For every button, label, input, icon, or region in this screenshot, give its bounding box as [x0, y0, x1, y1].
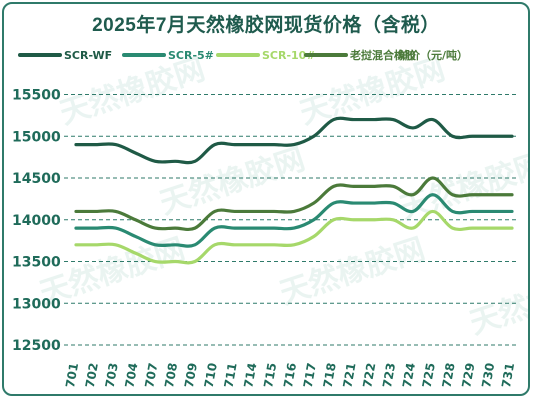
x-tick-label: 730 [479, 362, 497, 389]
x-tick-label: 718 [321, 362, 339, 389]
series-line [74, 193, 514, 248]
x-tick-label: 716 [281, 362, 299, 389]
x-tick-label: 714 [241, 362, 259, 389]
x-tick-label: 701 [63, 362, 81, 389]
legend-label: SCR-10# [262, 49, 316, 62]
x-tick-label: 704 [122, 362, 140, 389]
watermark-text: 天然橡胶网 [156, 142, 309, 222]
x-tick-label: 710 [202, 362, 220, 389]
x-tick-label: 715 [261, 362, 279, 389]
watermark-text: 天然橡胶网 [396, 147, 530, 227]
y-tick-label: 13500 [12, 255, 61, 271]
x-tick-label: 717 [301, 362, 319, 389]
series-line [74, 176, 514, 232]
x-tick-label: 707 [142, 362, 160, 389]
x-tick-label: 721 [340, 362, 358, 389]
chart-title: 2025年7月天然橡胶网现货价格（含税） [92, 15, 440, 36]
legend-label: 老挝混合橡胶 [349, 48, 416, 62]
series-line [74, 116, 514, 165]
y-tick-label: 15500 [12, 88, 61, 104]
x-tick-label: 723 [380, 362, 398, 389]
x-tick-label: 728 [440, 362, 458, 389]
legend-label: SCR-WF [64, 49, 112, 62]
watermark-text: 天然橡胶网 [56, 52, 209, 132]
y-tick-label: 13000 [12, 296, 61, 312]
y-tick-label: 14500 [12, 171, 61, 187]
x-tick-label: 709 [182, 362, 200, 389]
y-tick-label: 14000 [12, 213, 61, 229]
series-line [74, 209, 514, 265]
x-tick-label: 725 [420, 362, 438, 389]
x-tick-label: 724 [400, 362, 418, 389]
y-tick-label: 12500 [12, 338, 61, 354]
x-tick-label: 722 [360, 362, 378, 389]
x-tick-label: 729 [459, 362, 477, 389]
x-tick-label: 702 [83, 362, 101, 389]
chart-frame: 2025年7月天然橡胶网现货价格（含税） 天然橡胶网 天然橡胶网 天然橡胶网 天然橡胶… [2, 2, 530, 396]
x-tick-label: 703 [103, 362, 121, 389]
legend-label: SCR-5# [168, 49, 214, 62]
watermark-text: 天然橡胶网 [466, 262, 530, 342]
y-tick-label: 15000 [12, 129, 61, 145]
x-tick-label: 708 [162, 362, 180, 389]
unit-label: 单价（元/吨） [398, 48, 468, 62]
x-tick-label: 731 [499, 362, 517, 389]
x-tick-label: 711 [222, 362, 240, 389]
